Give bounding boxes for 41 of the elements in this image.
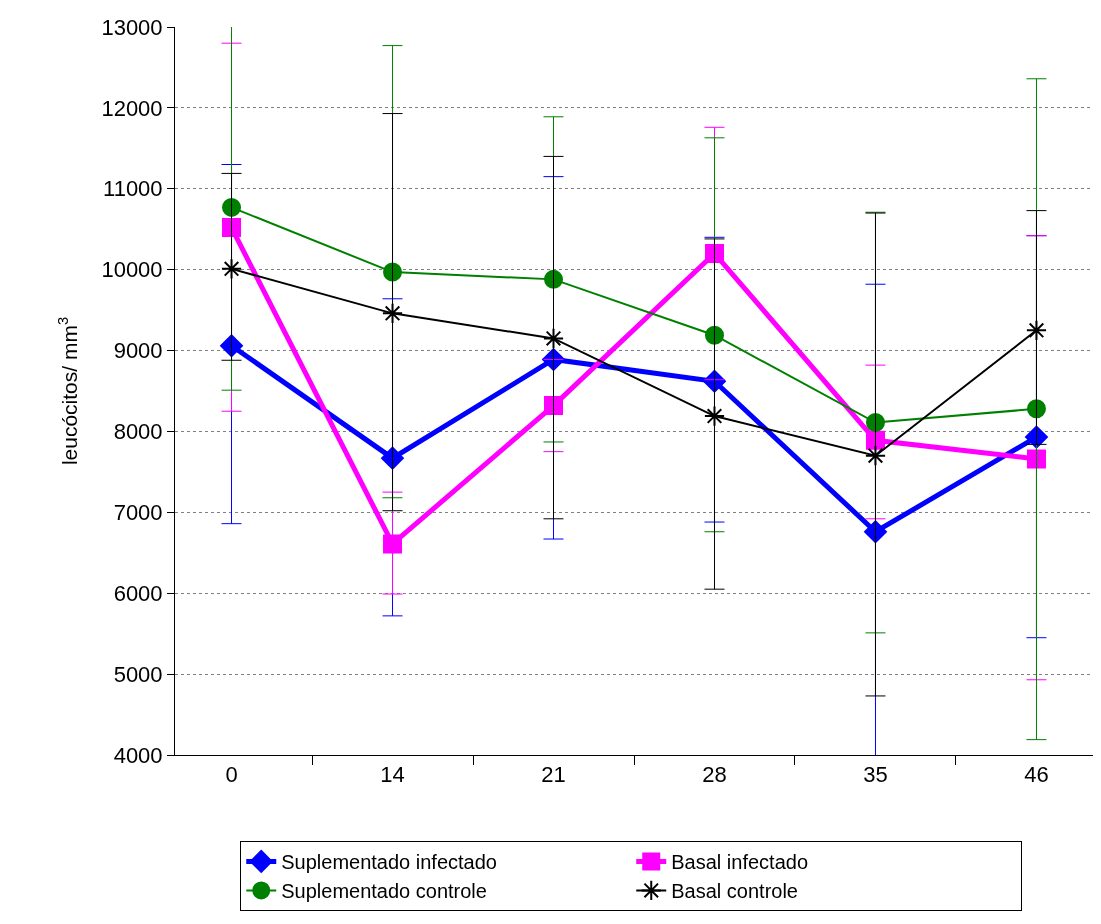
legend-label: Suplementado controle — [281, 880, 487, 903]
point — [703, 405, 726, 427]
x-tick-label: 21 — [541, 762, 566, 788]
point — [222, 218, 242, 238]
point — [220, 258, 243, 280]
x-tick-label: 28 — [702, 762, 727, 788]
point — [544, 269, 563, 289]
y-tick-label: 8000 — [113, 419, 163, 445]
point — [864, 445, 887, 467]
y-tick-label: 10000 — [101, 257, 163, 283]
x-tick-label: 46 — [1024, 762, 1049, 788]
y-tick-label: 12000 — [101, 95, 163, 121]
point — [1026, 399, 1046, 419]
point — [865, 430, 885, 450]
y-tick-label: 5000 — [113, 661, 163, 687]
x-tick-label: 14 — [380, 762, 405, 788]
point — [865, 413, 885, 433]
legend-label: Suplementado infectado — [281, 851, 497, 874]
point — [704, 243, 724, 263]
point — [544, 396, 563, 416]
point — [1026, 449, 1046, 469]
y-tick-label: 9000 — [113, 338, 163, 364]
y-tick-label: 11000 — [103, 176, 163, 202]
y-tick-label: 4000 — [113, 742, 163, 768]
y-tick-label: 6000 — [113, 580, 163, 606]
legend-label: Basal infectado — [671, 851, 809, 874]
point — [222, 197, 242, 217]
point — [220, 334, 243, 358]
legend-label: Basal controle — [671, 880, 798, 903]
x-tick-label: 35 — [863, 762, 888, 788]
point — [383, 534, 403, 554]
y-tick-label: 7000 — [113, 500, 163, 526]
x-tick-label: 0 — [225, 762, 238, 788]
y-tick-label: 13000 — [101, 14, 163, 40]
point — [542, 327, 565, 350]
point — [383, 262, 403, 282]
point — [705, 325, 724, 345]
point — [1025, 319, 1048, 341]
point — [864, 520, 887, 544]
point — [381, 302, 404, 324]
point — [381, 446, 404, 470]
